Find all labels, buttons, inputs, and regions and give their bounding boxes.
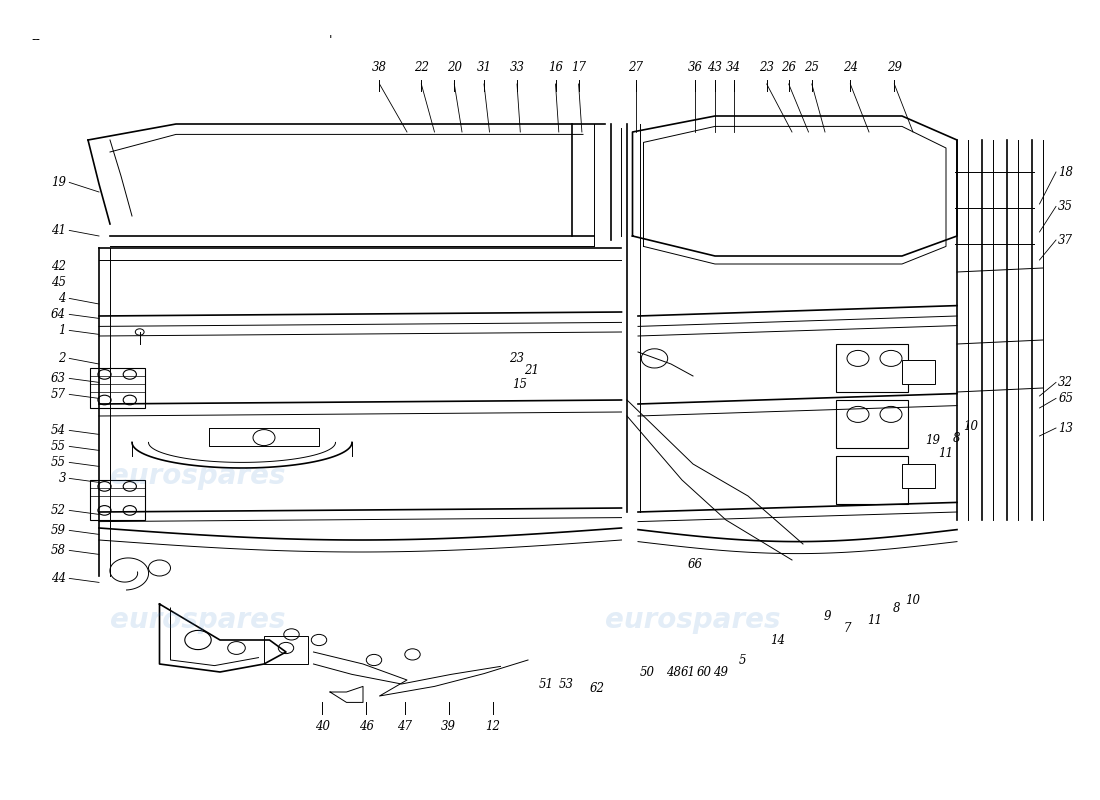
Text: 19: 19 (51, 176, 66, 189)
Text: 12: 12 (485, 720, 501, 733)
Text: 4: 4 (58, 292, 66, 305)
Text: 62: 62 (590, 682, 605, 694)
Text: 66: 66 (688, 558, 703, 570)
Text: 61: 61 (681, 666, 696, 678)
Text: 22: 22 (414, 61, 429, 74)
Text: 17: 17 (571, 61, 586, 74)
Text: 41: 41 (51, 224, 66, 237)
Text: 26: 26 (781, 61, 796, 74)
Text: 31: 31 (476, 61, 492, 74)
Text: 5: 5 (739, 654, 746, 666)
Text: 57: 57 (51, 388, 66, 401)
Text: 46: 46 (359, 720, 374, 733)
Bar (836, 400, 908, 448)
Text: 48: 48 (666, 666, 681, 678)
Text: 53: 53 (559, 678, 574, 690)
Text: 42: 42 (51, 260, 66, 273)
Text: 7: 7 (844, 622, 850, 634)
Bar (836, 456, 908, 504)
Text: 15: 15 (512, 378, 527, 390)
Bar (902, 360, 935, 384)
Bar (836, 344, 908, 392)
Text: 64: 64 (51, 308, 66, 321)
Text: 47: 47 (397, 720, 412, 733)
Text: 8: 8 (954, 432, 960, 445)
Text: 3: 3 (58, 472, 66, 485)
Text: 49: 49 (713, 666, 728, 678)
Text: 54: 54 (51, 424, 66, 437)
Text: 24: 24 (843, 61, 858, 74)
Text: 25: 25 (804, 61, 820, 74)
Text: 2: 2 (58, 352, 66, 365)
Text: 37: 37 (1058, 234, 1074, 246)
Text: 43: 43 (707, 61, 723, 74)
Text: 45: 45 (51, 276, 66, 289)
Bar (90, 368, 145, 408)
Text: 44: 44 (51, 572, 66, 585)
Text: eurospares: eurospares (110, 606, 286, 634)
Text: 11: 11 (867, 614, 882, 626)
Text: 29: 29 (887, 61, 902, 74)
Bar (90, 480, 145, 520)
Text: 39: 39 (441, 720, 456, 733)
Bar (264, 636, 308, 664)
Text: 18: 18 (1058, 166, 1074, 178)
Text: 65: 65 (1058, 392, 1074, 405)
Text: 13: 13 (1058, 422, 1074, 434)
Text: 55: 55 (51, 440, 66, 453)
Text: eurospares: eurospares (110, 462, 286, 490)
Text: 58: 58 (51, 544, 66, 557)
Text: 36: 36 (688, 61, 703, 74)
Text: 55: 55 (51, 456, 66, 469)
Text: 35: 35 (1058, 200, 1074, 213)
Text: 59: 59 (51, 524, 66, 537)
Text: 38: 38 (372, 61, 387, 74)
Text: 52: 52 (51, 504, 66, 517)
Text: 11: 11 (938, 447, 954, 460)
Bar (902, 464, 935, 488)
Text: 9: 9 (824, 610, 830, 622)
Text: eurospares: eurospares (605, 606, 781, 634)
Text: 40: 40 (315, 720, 330, 733)
Text: 8: 8 (893, 602, 900, 614)
Text: 10: 10 (905, 594, 921, 606)
Text: 60: 60 (696, 666, 712, 678)
Text: 14: 14 (770, 634, 785, 646)
Text: 16: 16 (548, 61, 563, 74)
Text: 33: 33 (509, 61, 525, 74)
Text: 50: 50 (639, 666, 654, 678)
Text: ': ' (328, 34, 332, 46)
Text: 10: 10 (962, 420, 978, 433)
Text: --: -- (32, 34, 41, 46)
Text: 1: 1 (58, 324, 66, 337)
Text: 63: 63 (51, 372, 66, 385)
Text: 34: 34 (726, 61, 741, 74)
Text: 32: 32 (1058, 376, 1074, 389)
Text: 23: 23 (759, 61, 774, 74)
Text: 20: 20 (447, 61, 462, 74)
Text: 23: 23 (509, 352, 525, 365)
Text: 19: 19 (925, 434, 940, 446)
Text: 27: 27 (628, 61, 643, 74)
Text: 21: 21 (524, 364, 539, 377)
Text: 51: 51 (539, 678, 554, 690)
